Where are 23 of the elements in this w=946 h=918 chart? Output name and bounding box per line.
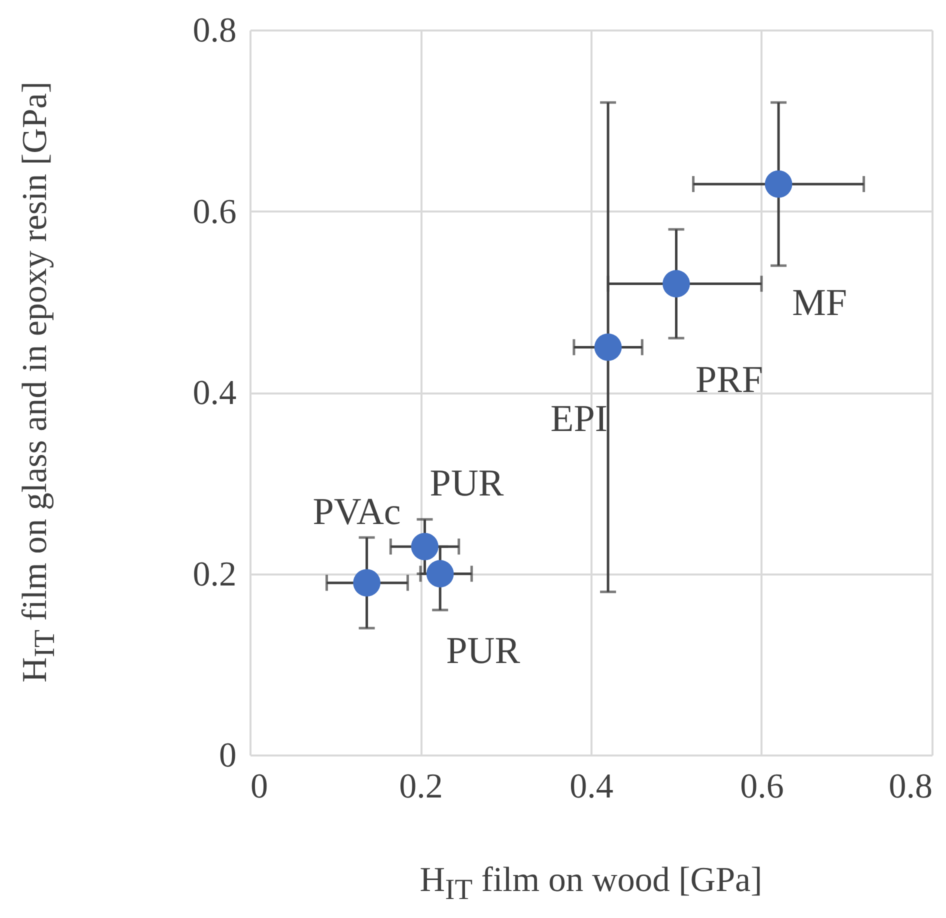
annotation: PRF xyxy=(695,358,764,401)
y-tick-label: 0.4 xyxy=(192,373,236,412)
x-tick-label: 0.2 xyxy=(399,766,443,806)
point xyxy=(411,532,438,560)
x-axis-title: H$_{IT}$ film on wood [GPa] xyxy=(418,860,764,907)
x-tick-label: 0.6 xyxy=(740,766,784,806)
annotation: PUR xyxy=(430,462,504,505)
point xyxy=(426,560,454,588)
x-tick-label: 0 xyxy=(250,766,268,806)
x-tick-label: 0.8 xyxy=(888,766,932,806)
point xyxy=(764,170,792,198)
y-tick-label: 0.6 xyxy=(192,192,236,231)
annotation: PUR xyxy=(446,630,521,672)
point xyxy=(594,334,622,361)
annotation: EPI xyxy=(550,398,608,440)
point xyxy=(662,270,690,298)
y-tick-label: 0 xyxy=(219,736,236,774)
y-tick-label: 0.2 xyxy=(192,554,236,594)
y-tick-label: 0.8 xyxy=(192,10,236,50)
annotation: PVAc xyxy=(312,490,401,533)
annotation: MF xyxy=(792,282,848,324)
x-tick-label: 0.4 xyxy=(570,766,614,806)
point xyxy=(353,569,380,596)
